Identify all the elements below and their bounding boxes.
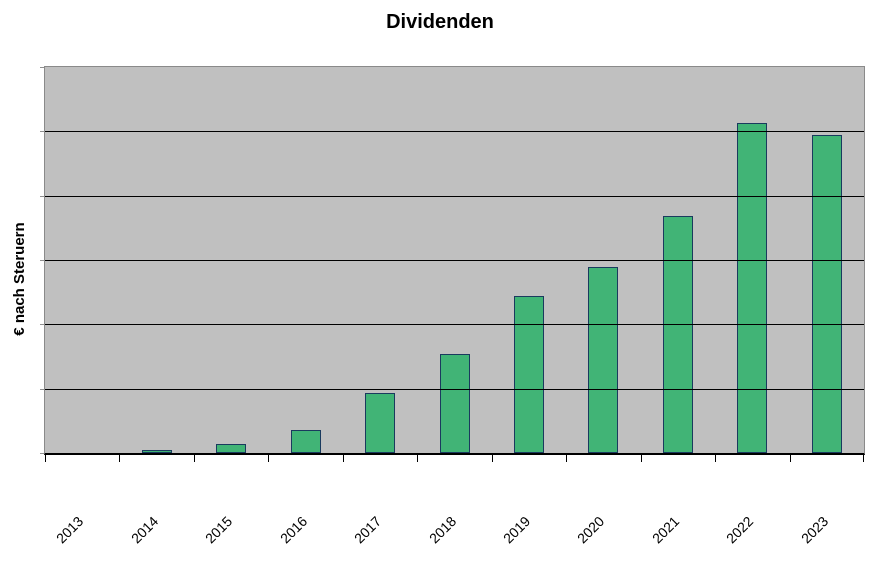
x-axis-tick [45,455,46,462]
x-axis-tick [194,455,195,462]
bar-2015 [216,444,246,453]
gridline [45,260,864,261]
x-axis-tick [119,455,120,462]
bar-2022 [737,123,767,453]
y-axis-tick [40,324,44,325]
bar-2016 [291,430,321,453]
gridline [45,131,864,132]
bar-2020 [588,267,618,453]
x-axis-label-2016: 2016 [276,513,311,547]
bar-2014 [142,450,172,453]
x-axis-label-2022: 2022 [722,513,757,547]
x-axis-tick [343,455,344,462]
bar-2021 [663,216,693,453]
x-axis-label-2013: 2013 [52,513,87,547]
x-axis-tick [790,455,791,462]
bar-2018 [440,354,470,453]
x-axis-label-2015: 2015 [201,513,236,547]
y-axis-tick [40,453,44,454]
chart-title: Dividenden [386,11,494,33]
x-axis-tick [268,455,269,462]
bar-2019 [514,296,544,453]
x-axis-label-2019: 2019 [499,513,534,547]
x-axis-label-2020: 2020 [573,513,608,547]
x-axis-tick [417,455,418,462]
x-axis-tick [641,455,642,462]
y-axis-tick [40,67,44,68]
y-axis-tick [40,196,44,197]
gridline [45,196,864,197]
y-axis-tick [40,131,44,132]
bar-2023 [812,135,842,453]
x-axis-label-2018: 2018 [425,513,460,547]
y-axis-tick [40,389,44,390]
gridline [45,389,864,390]
x-axis-label-2014: 2014 [127,513,162,547]
y-axis-tick [40,260,44,261]
x-axis-tick [492,455,493,462]
x-axis-label-2023: 2023 [797,513,832,547]
gridline [45,324,864,325]
x-axis-tick [715,455,716,462]
plot-area [40,66,865,462]
x-axis-tick [863,455,864,462]
y-axis-label: € nach Steruern [11,222,28,336]
x-axis-tick [566,455,567,462]
x-axis-label-2017: 2017 [350,513,385,547]
bar-2017 [365,393,395,453]
x-axis-label-2021: 2021 [648,513,683,547]
